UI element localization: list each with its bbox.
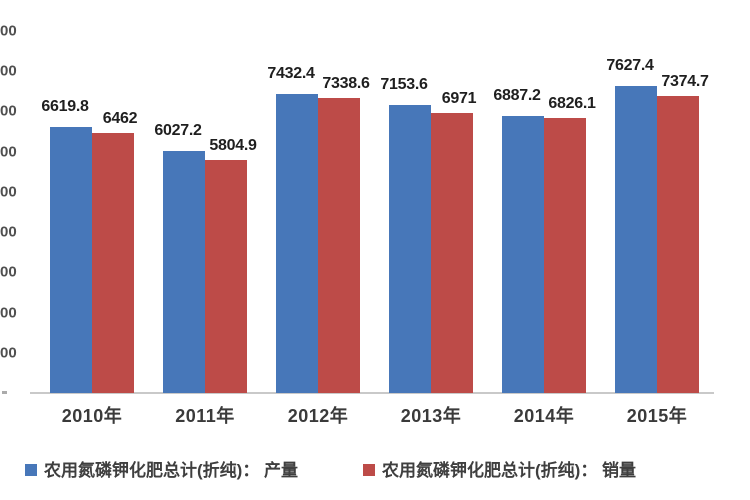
y-tick-label-8000: 00 [0,62,17,80]
legend-swatch-sales [363,464,375,476]
bar-sales-2011 [205,160,247,393]
data-label-production-2013: 7153.6 [380,76,428,93]
bar-production-2013 [389,105,431,393]
legend-label-production: 农用氮磷钾化肥总计(折纯)： 产量 [44,460,299,480]
data-label-production-2012: 7432.4 [267,65,315,82]
legend: 农用氮磷钾化肥总计(折纯)： 产量 农用氮磷钾化肥总计(折纯)： 销量 [0,457,750,483]
legend-item-sales: 农用氮磷钾化肥总计(折纯)： 销量 [363,457,636,483]
data-label-sales-2014: 6826.1 [548,95,596,112]
bar-sales-2013 [431,113,473,393]
y-tick-label-7000: 00 [0,102,17,120]
y-tick-label-5000: 00 [0,183,17,201]
x-axis-label-2012: 2012年 [287,406,349,426]
legend-label-sales: 农用氮磷钾化肥总计(折纯)： 销量 [382,460,637,480]
data-label-production-2015: 7627.4 [606,57,654,74]
y-tick-label-2000: 00 [0,304,17,322]
data-label-sales-2012: 7338.6 [322,75,370,92]
data-label-production-2014: 6887.2 [493,87,541,104]
bar-production-2015 [615,86,657,393]
y-tick-label-9000: 00 [0,22,17,40]
data-label-production-2011: 6027.2 [154,122,202,139]
data-label-sales-2010: 6462 [102,110,138,127]
x-axis-label-2015: 2015年 [626,406,688,426]
bar-production-2010 [50,127,92,393]
y-tick-label-6000: 00 [0,143,17,161]
y-axis-origin-fragment [2,391,7,394]
bar-production-2011 [163,151,205,393]
bar-production-2014 [502,116,544,393]
bar-sales-2010 [92,133,134,393]
bar-sales-2014 [544,118,586,393]
y-tick-label-4000: 00 [0,223,17,241]
bar-sales-2012 [318,98,360,393]
x-axis-label-2011: 2011年 [175,406,235,426]
legend-item-production: 农用氮磷钾化肥总计(折纯)： 产量 [25,457,298,483]
data-label-production-2010: 6619.8 [41,98,89,115]
bar-production-2012 [276,94,318,393]
data-label-sales-2011: 5804.9 [209,137,257,154]
y-tick-label-1000: 00 [0,344,17,362]
x-axis-label-2013: 2013年 [400,406,462,426]
x-axis-label-2010: 2010年 [61,406,123,426]
bar-sales-2015 [657,96,699,393]
y-tick-label-3000: 00 [0,263,17,281]
data-label-sales-2013: 6971 [441,90,477,107]
data-label-sales-2015: 7374.7 [661,73,709,90]
x-axis-label-2014: 2014年 [513,406,575,426]
x-axis-line [30,392,714,394]
legend-swatch-production [25,464,37,476]
